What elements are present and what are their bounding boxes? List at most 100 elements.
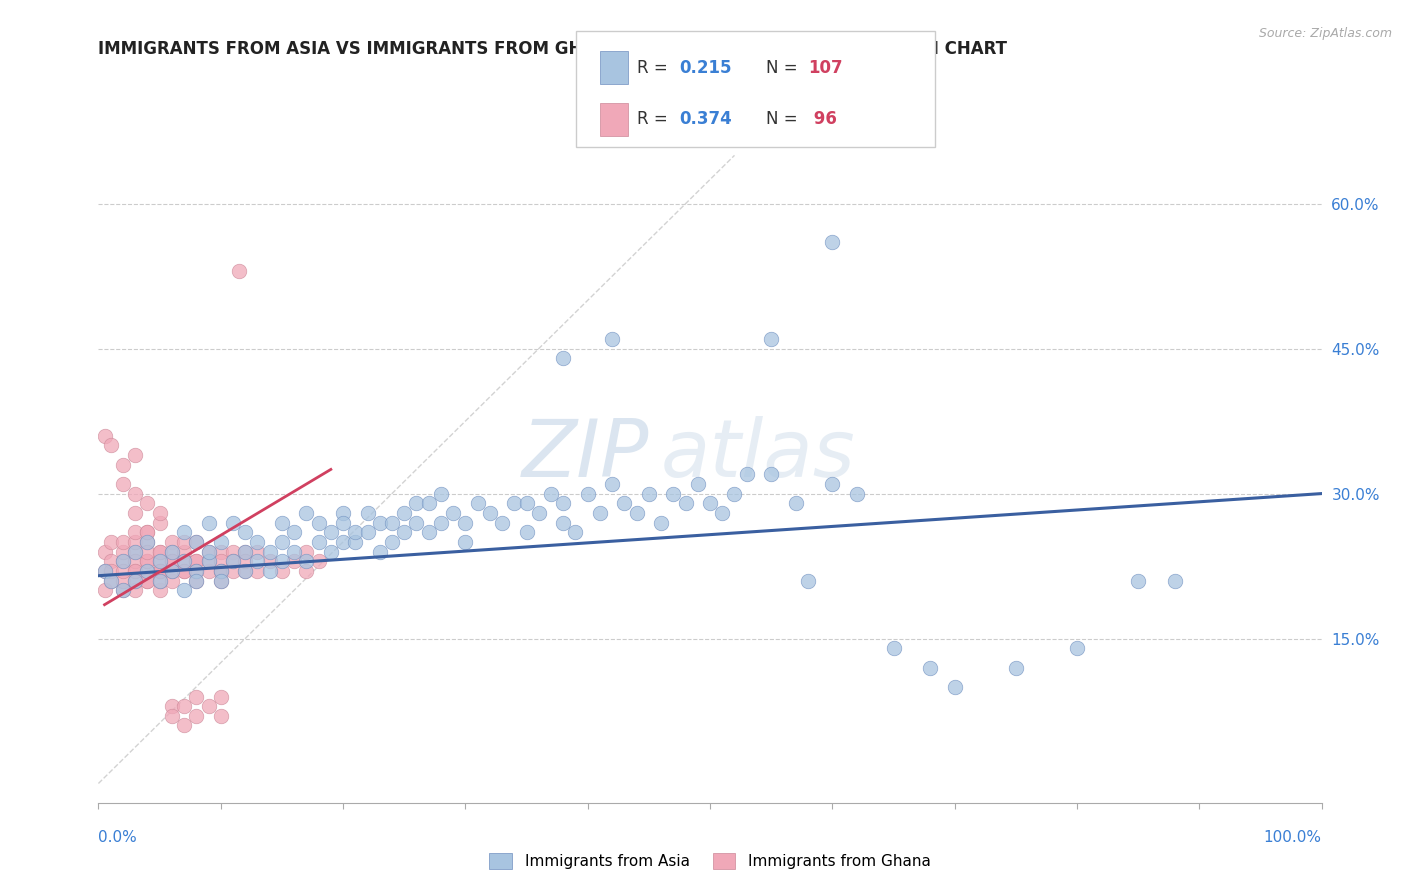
Point xyxy=(149,544,172,558)
Point xyxy=(405,516,427,530)
Point xyxy=(467,496,489,510)
Point xyxy=(111,534,134,549)
Point xyxy=(600,332,623,346)
Point xyxy=(149,554,172,568)
Point xyxy=(845,486,868,500)
Point xyxy=(1066,641,1088,656)
Point xyxy=(920,660,942,674)
Point xyxy=(124,525,146,540)
Point xyxy=(259,564,281,578)
Point xyxy=(564,525,586,540)
Point xyxy=(418,525,440,540)
Point xyxy=(160,708,183,723)
Point xyxy=(197,699,219,714)
Point xyxy=(186,708,208,723)
Point xyxy=(136,554,159,568)
Point xyxy=(233,544,256,558)
Point xyxy=(136,534,159,549)
Point xyxy=(233,525,256,540)
Point xyxy=(785,496,807,510)
Point xyxy=(270,534,294,549)
Point xyxy=(111,458,134,472)
Point xyxy=(270,554,294,568)
Point xyxy=(209,690,232,704)
Point xyxy=(356,525,378,540)
Point xyxy=(821,476,844,491)
Point xyxy=(259,544,281,558)
Point xyxy=(186,554,208,568)
Point xyxy=(209,564,232,578)
Point xyxy=(943,680,966,694)
Point xyxy=(600,476,623,491)
Point xyxy=(186,534,208,549)
Point xyxy=(197,544,219,558)
Text: R =: R = xyxy=(637,59,673,77)
Point xyxy=(136,534,159,549)
Point xyxy=(430,516,453,530)
Point xyxy=(344,525,367,540)
Point xyxy=(124,574,146,588)
Point xyxy=(283,525,305,540)
Point xyxy=(332,534,354,549)
Point xyxy=(222,544,245,558)
Point xyxy=(186,534,208,549)
Text: N =: N = xyxy=(766,59,803,77)
Point xyxy=(209,534,232,549)
Point xyxy=(160,544,183,558)
Text: 0.0%: 0.0% xyxy=(98,830,138,845)
Point xyxy=(197,554,219,568)
Point xyxy=(295,554,318,568)
Text: R =: R = xyxy=(637,111,673,128)
Legend: Immigrants from Asia, Immigrants from Ghana: Immigrants from Asia, Immigrants from Gh… xyxy=(484,847,936,875)
Point xyxy=(93,428,115,442)
Point xyxy=(553,351,575,366)
Point xyxy=(124,544,146,558)
Point xyxy=(209,554,232,568)
Point xyxy=(368,544,391,558)
Point xyxy=(124,554,146,568)
Point xyxy=(527,506,550,520)
Point xyxy=(392,525,416,540)
Point xyxy=(111,574,134,588)
Text: Source: ZipAtlas.com: Source: ZipAtlas.com xyxy=(1258,27,1392,40)
Point xyxy=(111,583,134,598)
Point xyxy=(233,544,256,558)
Point xyxy=(160,534,183,549)
Point xyxy=(173,554,195,568)
Point xyxy=(638,486,661,500)
Point xyxy=(491,516,513,530)
Point xyxy=(222,516,245,530)
Point xyxy=(1004,660,1026,674)
Point xyxy=(124,506,146,520)
Point xyxy=(124,574,146,588)
Point xyxy=(553,496,575,510)
Point xyxy=(233,564,256,578)
Point xyxy=(173,699,195,714)
Point xyxy=(186,690,208,704)
Point xyxy=(111,554,134,568)
Point xyxy=(209,574,232,588)
Point xyxy=(295,564,318,578)
Point xyxy=(124,448,146,462)
Point xyxy=(173,534,195,549)
Point xyxy=(124,534,146,549)
Point xyxy=(246,564,269,578)
Point xyxy=(93,583,115,598)
Point xyxy=(392,506,416,520)
Text: ZIP: ZIP xyxy=(522,416,650,494)
Point xyxy=(149,544,172,558)
Point xyxy=(160,554,183,568)
Point xyxy=(503,496,526,510)
Point xyxy=(821,235,844,250)
Point xyxy=(228,264,250,278)
Point xyxy=(173,564,195,578)
Point xyxy=(381,534,404,549)
Point xyxy=(246,554,269,568)
Point xyxy=(209,708,232,723)
Point xyxy=(93,564,115,578)
Point xyxy=(124,564,146,578)
Point xyxy=(233,554,256,568)
Point xyxy=(111,476,134,491)
Point xyxy=(222,554,245,568)
Point xyxy=(160,564,183,578)
